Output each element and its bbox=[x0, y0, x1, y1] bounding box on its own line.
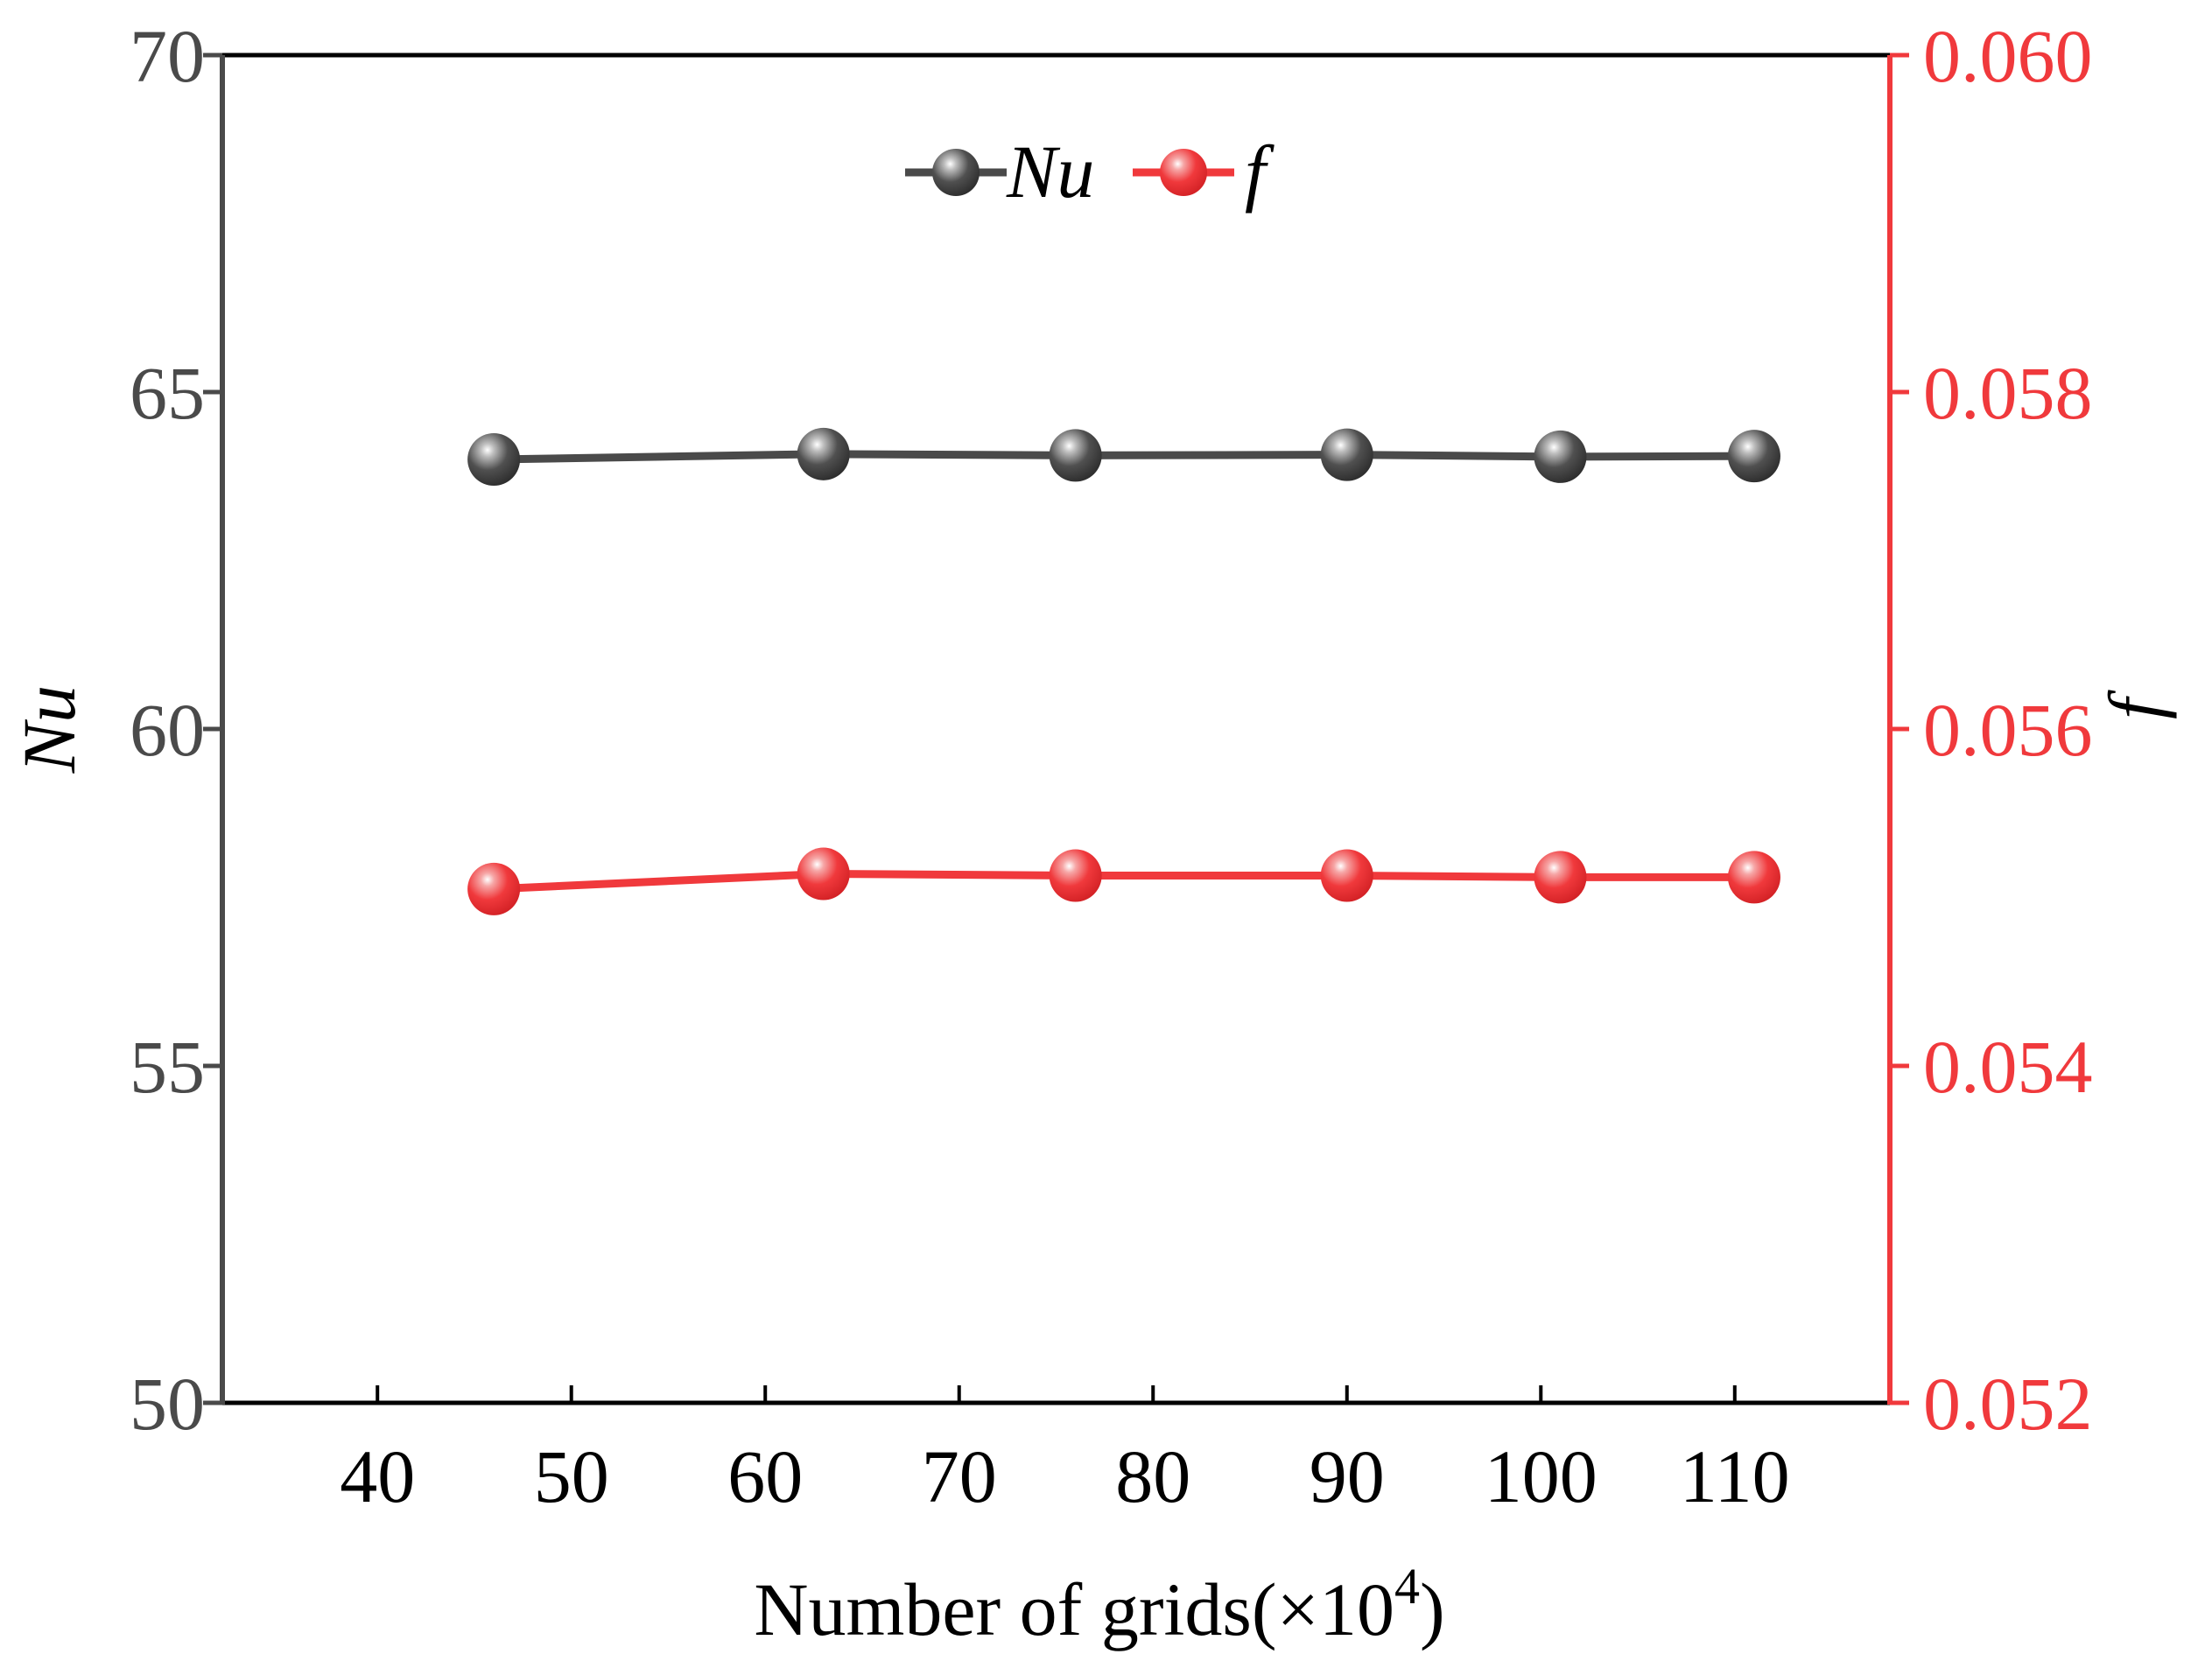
x-tick-label: 110 bbox=[1680, 1434, 1790, 1518]
series-nu-point bbox=[797, 427, 850, 480]
y-right-axis-title: f bbox=[2093, 690, 2177, 719]
y-left-tick-label: 60 bbox=[130, 688, 205, 772]
x-tick-label: 70 bbox=[922, 1434, 997, 1518]
y-right-tick-label: 0.052 bbox=[1923, 1362, 2093, 1446]
x-axis-title-close: ) bbox=[1420, 1567, 1445, 1651]
x-axis-title-sup: 4 bbox=[1394, 1558, 1420, 1615]
series-f-point bbox=[797, 847, 850, 901]
x-ticks: 40 50 60 70 80 90 100 110 bbox=[340, 1385, 1790, 1518]
y-right-tick-label: 0.054 bbox=[1923, 1025, 2093, 1109]
series-f-point bbox=[467, 862, 521, 915]
legend-f-label: f bbox=[1245, 130, 1275, 214]
x-tick-label: 60 bbox=[727, 1434, 803, 1518]
y-left-tick-label: 55 bbox=[130, 1025, 205, 1109]
y-right-ticks: 0.052 0.054 0.056 0.058 0.060 bbox=[1890, 14, 2093, 1446]
series-nu-point bbox=[1320, 428, 1373, 481]
series-nu-point bbox=[1727, 430, 1780, 483]
y-left-axis-title: Nu bbox=[7, 685, 91, 774]
y-left-tick-label: 65 bbox=[130, 351, 205, 435]
x-axis-title: Number of grids(×104) bbox=[754, 1558, 1444, 1651]
series-f-point bbox=[1727, 851, 1780, 904]
series-layer bbox=[467, 427, 1780, 915]
series-f-point bbox=[1534, 851, 1587, 904]
legend-f-marker bbox=[1160, 149, 1207, 196]
y-left-tick-label: 70 bbox=[130, 14, 205, 98]
y-right-tick-label: 0.060 bbox=[1923, 14, 2093, 98]
x-tick-label: 80 bbox=[1115, 1434, 1190, 1518]
legend: Nu f bbox=[905, 130, 1275, 214]
series-f-line bbox=[493, 870, 1754, 894]
x-tick-label: 90 bbox=[1310, 1434, 1385, 1518]
legend-nu-marker bbox=[932, 149, 980, 196]
x-tick-label: 100 bbox=[1485, 1434, 1598, 1518]
x-tick-label: 50 bbox=[534, 1434, 609, 1518]
x-axis-title-main: Number of grids(×10 bbox=[754, 1567, 1394, 1651]
series-nu-line bbox=[494, 450, 1754, 464]
y-left-tick-label: 50 bbox=[130, 1362, 205, 1446]
y-right-tick-label: 0.056 bbox=[1923, 688, 2093, 772]
series-nu-point bbox=[1534, 430, 1587, 483]
y-left-ticks: 50 55 60 65 70 bbox=[130, 14, 222, 1446]
x-tick-label: 40 bbox=[340, 1434, 415, 1518]
series-nu-point bbox=[467, 433, 521, 486]
series-f-point bbox=[1320, 849, 1373, 902]
y-right-tick-label: 0.058 bbox=[1923, 351, 2093, 435]
series-f-point bbox=[1049, 849, 1102, 902]
series-nu-point bbox=[1049, 429, 1102, 482]
legend-nu-label: Nu bbox=[1006, 130, 1094, 214]
